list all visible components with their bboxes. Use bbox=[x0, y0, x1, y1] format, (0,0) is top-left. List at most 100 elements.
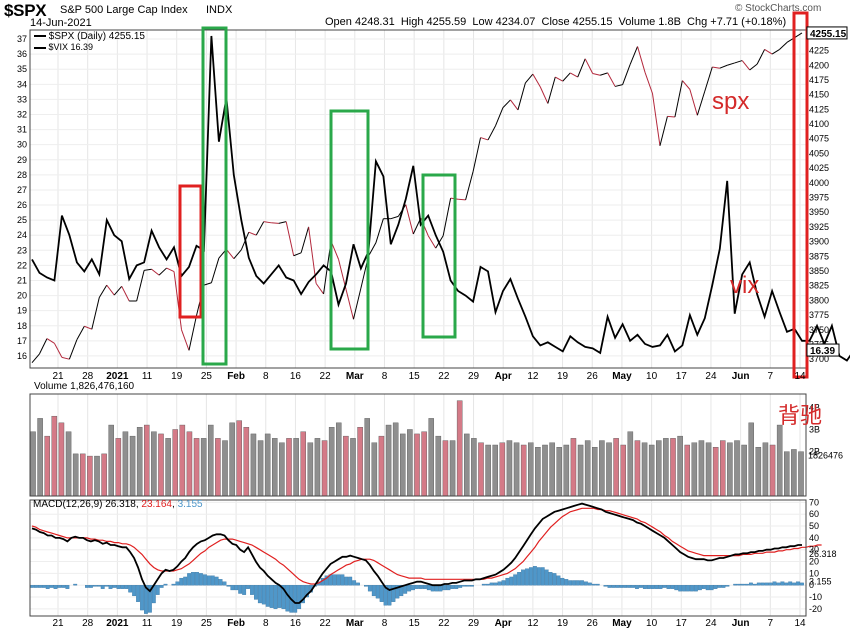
right-tick-label: 4025 bbox=[809, 163, 829, 173]
spx-segment bbox=[465, 171, 474, 201]
spx-segment bbox=[532, 73, 541, 88]
volume-bar bbox=[798, 451, 804, 497]
macd-hist-bar bbox=[422, 585, 427, 589]
macd-hist-bar bbox=[234, 585, 239, 591]
macd-hist-bar bbox=[642, 585, 647, 589]
annotation-divergence: 背驰 bbox=[778, 403, 823, 428]
spx-segment bbox=[188, 315, 197, 351]
spx-segment bbox=[771, 48, 780, 55]
macd-hist-bar bbox=[749, 582, 753, 586]
right-tick-label: 3900 bbox=[809, 237, 829, 247]
spx-segment bbox=[427, 235, 437, 249]
left-tick-label: 29 bbox=[17, 155, 27, 165]
macd-hist-bar bbox=[619, 585, 624, 588]
macd-hist-bar bbox=[159, 585, 164, 588]
spx-segment bbox=[592, 73, 601, 76]
volume-bar bbox=[428, 418, 434, 497]
x-tick-label: 22 bbox=[438, 371, 450, 382]
x-tick-label: 22 bbox=[438, 618, 450, 629]
last-price-text: 4255.15 bbox=[810, 29, 847, 40]
macd-hist-bar bbox=[756, 582, 761, 586]
macd-hist-bar bbox=[411, 585, 415, 591]
macd-hist-bar bbox=[179, 577, 184, 586]
macd-hist-bar bbox=[419, 585, 423, 589]
x-tick-label: 16 bbox=[290, 371, 302, 382]
spx-segment bbox=[696, 90, 706, 116]
volume-bar bbox=[464, 433, 470, 497]
macd-hist-bar bbox=[745, 583, 749, 586]
volume-bar bbox=[599, 440, 605, 497]
macd-hist-bar bbox=[603, 585, 608, 587]
macd-hist-bar bbox=[281, 585, 286, 610]
volume-bar bbox=[620, 444, 626, 497]
spx-segment bbox=[144, 268, 152, 271]
macd-hist-bar bbox=[202, 574, 207, 586]
right-tick-label: 3800 bbox=[809, 295, 829, 305]
red-box-jun bbox=[792, 11, 809, 379]
volume-tick-label: 3B bbox=[809, 424, 820, 434]
x-tick-label: 25 bbox=[201, 618, 213, 629]
right-tick-label: 4075 bbox=[809, 134, 829, 144]
spx-segment bbox=[779, 41, 788, 50]
right-tick-label: 4100 bbox=[809, 119, 829, 129]
red-box-jan bbox=[178, 184, 203, 319]
spx-segment bbox=[442, 198, 452, 236]
macd-hist-bar bbox=[678, 585, 683, 592]
left-tick-label: 31 bbox=[17, 125, 27, 135]
spx-segment bbox=[203, 282, 212, 286]
spx-segment bbox=[622, 64, 631, 85]
vix-line bbox=[31, 35, 850, 362]
right-tick-label: 4050 bbox=[809, 148, 829, 158]
x-tick-label: 14 bbox=[794, 371, 806, 382]
axes bbox=[29, 29, 807, 617]
macd-hist-bar bbox=[709, 585, 714, 591]
macd-hist-bar bbox=[265, 585, 270, 607]
volume-bar bbox=[670, 438, 676, 497]
volume-bar bbox=[257, 440, 264, 497]
macd-hist-bar bbox=[297, 585, 302, 610]
macd-hist-bar bbox=[242, 585, 247, 595]
volume-bar bbox=[250, 433, 257, 497]
volume-bar bbox=[136, 427, 143, 497]
volume-bar bbox=[528, 442, 534, 497]
macd-hist-bar bbox=[183, 576, 188, 586]
volume-bar bbox=[208, 424, 214, 497]
volume-bar bbox=[44, 435, 50, 497]
volume-bar bbox=[314, 438, 321, 497]
volume-bar bbox=[115, 438, 122, 497]
macd-hist-bar bbox=[96, 585, 101, 587]
spx-segment bbox=[263, 221, 272, 224]
volume-bar bbox=[264, 433, 271, 497]
volume-bar bbox=[72, 453, 79, 497]
macd-hist-bar bbox=[646, 585, 651, 589]
legend-vix: $VIX 16.39 bbox=[34, 42, 93, 52]
volume-bar bbox=[65, 431, 72, 497]
volume-bar bbox=[755, 447, 762, 497]
volume-bar bbox=[712, 447, 719, 497]
macd-hist-bar bbox=[760, 582, 765, 586]
x-tick-label: 29 bbox=[468, 618, 480, 629]
spx-segment bbox=[158, 267, 167, 276]
spx-segment bbox=[614, 84, 623, 87]
macd-hist-bar bbox=[434, 585, 439, 592]
volume-frame bbox=[29, 393, 807, 497]
spx-segment bbox=[756, 49, 766, 65]
macd-hist-bar bbox=[701, 585, 706, 589]
macd-hist-bar bbox=[489, 582, 494, 586]
x-tick-label: 2021 bbox=[106, 618, 129, 629]
macd-tick-label: -20 bbox=[809, 604, 822, 614]
macd-hist-bar bbox=[364, 585, 368, 587]
spx-segment bbox=[562, 72, 571, 82]
volume-bar bbox=[279, 442, 285, 497]
volume-bar bbox=[471, 438, 477, 497]
macd-hist-bar bbox=[788, 581, 793, 586]
macd-hist-bar bbox=[371, 585, 376, 597]
spx-segment bbox=[704, 66, 713, 92]
macd-title: MACD(12,26,9) 26.318, 23.164, 3.155 bbox=[33, 499, 203, 510]
volume-bar bbox=[748, 422, 754, 497]
price-lines bbox=[31, 32, 850, 364]
macd-hist-bar bbox=[136, 585, 140, 602]
macd-hist-bar bbox=[124, 585, 129, 589]
price-grid bbox=[30, 30, 806, 368]
right-tick-label: 3975 bbox=[809, 193, 829, 203]
